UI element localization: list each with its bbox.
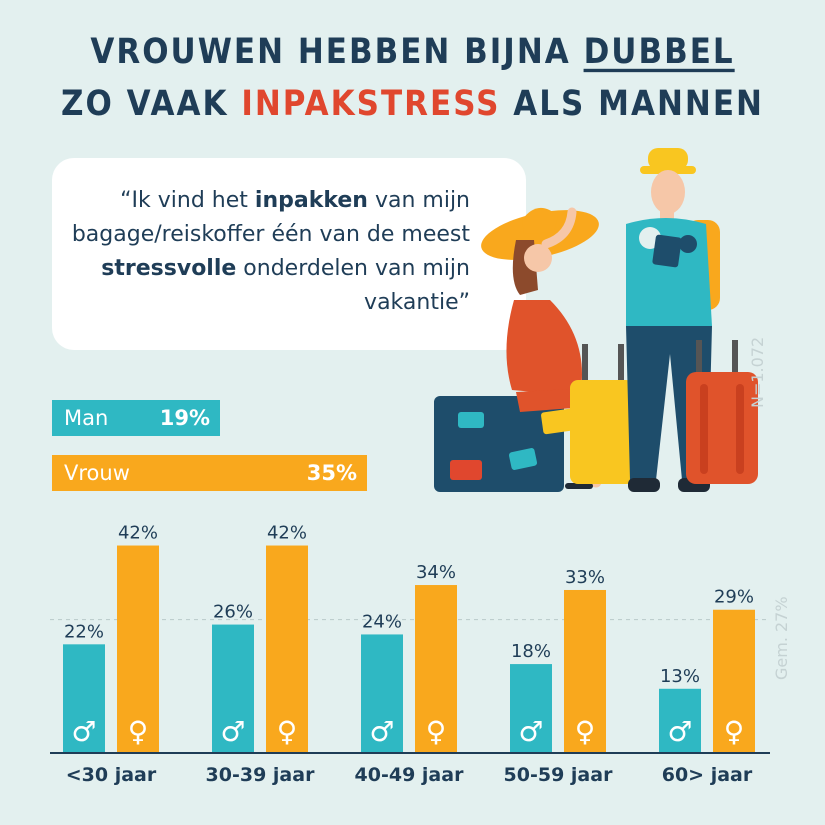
- female-symbol-icon: ♀: [128, 715, 149, 748]
- bar-value-label: 33%: [565, 567, 605, 588]
- bar-man: [63, 644, 105, 753]
- page-title-line-1: VROUWEN HEBBEN BIJNA DUBBEL: [0, 32, 825, 72]
- total-label-vrouw: Vrouw: [64, 461, 130, 485]
- bar-value-label: 24%: [362, 611, 402, 632]
- handle: [582, 344, 588, 384]
- suitcase-yellow: [570, 380, 634, 484]
- bar-value-label: 42%: [267, 523, 307, 544]
- category-label: 30-39 jaar: [206, 764, 316, 786]
- bar-vrouw: [564, 589, 606, 753]
- category-label: <30 jaar: [66, 764, 157, 786]
- bar-value-label: 34%: [416, 562, 456, 583]
- title-emphasis-inpakstress: INPAKSTRESS: [241, 83, 501, 125]
- bar-vrouw: [266, 545, 308, 753]
- quote-bold: inpakken: [254, 188, 368, 213]
- total-label-man: Man: [64, 406, 109, 430]
- title-emphasis-dubbel: DUBBEL: [583, 31, 735, 73]
- page-title-line-2: ZO VAAK INPAKSTRESS ALS MANNEN: [0, 84, 825, 124]
- quote-text: “Ik vind het inpakken van mijn bagage/re…: [70, 184, 470, 320]
- bar-man: [659, 688, 701, 753]
- title-text: ALS MANNEN: [500, 83, 764, 125]
- total-bar-man: Man 19%: [52, 400, 220, 436]
- male-symbol-icon: ♂: [369, 715, 394, 748]
- handle: [732, 340, 738, 376]
- category-label: 40-49 jaar: [355, 764, 465, 786]
- bar-value-label: 18%: [511, 641, 551, 662]
- quote-bold: stressvolle: [101, 256, 237, 281]
- handle: [618, 344, 624, 384]
- male-symbol-icon: ♂: [220, 715, 245, 748]
- bar-man: [212, 624, 254, 753]
- age-group-chart: 22% ♂ 42% ♀ <30 jaar 26% ♂ 42% ♀ 30-39 jaar 24% ♂ 34…: [50, 523, 770, 786]
- bar-value-label: 26%: [213, 602, 253, 623]
- total-bar-vrouw: Vrouw 35%: [52, 455, 367, 491]
- bar-vrouw: [713, 609, 755, 753]
- sticker: [508, 448, 538, 470]
- female-symbol-icon: ♀: [277, 715, 298, 748]
- total-value-man: 19%: [159, 406, 210, 430]
- sample-size-label: N=1.072: [748, 336, 767, 408]
- category-label: 60> jaar: [662, 764, 753, 786]
- bar-value-label: 29%: [714, 587, 754, 608]
- quote-part: van mijn bagage/reiskoffer één van de me…: [71, 188, 470, 247]
- title-text: ZO VAAK: [61, 83, 242, 125]
- total-value-vrouw: 35%: [306, 461, 357, 485]
- handle: [696, 340, 702, 376]
- bar-vrouw: [415, 585, 457, 753]
- bar-vrouw: [117, 545, 159, 753]
- bar-value-label: 13%: [660, 666, 700, 687]
- travellers-illustration: [434, 148, 758, 492]
- female-symbol-icon: ♀: [724, 715, 745, 748]
- sticker: [450, 460, 482, 480]
- male-symbol-icon: ♂: [71, 715, 96, 748]
- quote-box: “Ik vind het inpakken van mijn bagage/re…: [52, 158, 526, 350]
- bar-man: [361, 634, 403, 753]
- bar-value-label: 42%: [118, 523, 158, 544]
- sticker: [458, 412, 484, 428]
- male-symbol-icon: ♂: [518, 715, 543, 748]
- female-symbol-icon: ♀: [426, 715, 447, 748]
- title-text: VROUWEN HEBBEN BIJNA: [90, 31, 584, 73]
- category-label: 50-59 jaar: [504, 764, 614, 786]
- quote-part: “Ik vind het: [120, 188, 255, 213]
- male-symbol-icon: ♂: [667, 715, 692, 748]
- female-symbol-icon: ♀: [575, 715, 596, 748]
- quote-part: onderdelen van mijn vakantie”: [236, 256, 470, 315]
- bar-value-label: 22%: [64, 621, 104, 642]
- bar-man: [510, 664, 552, 753]
